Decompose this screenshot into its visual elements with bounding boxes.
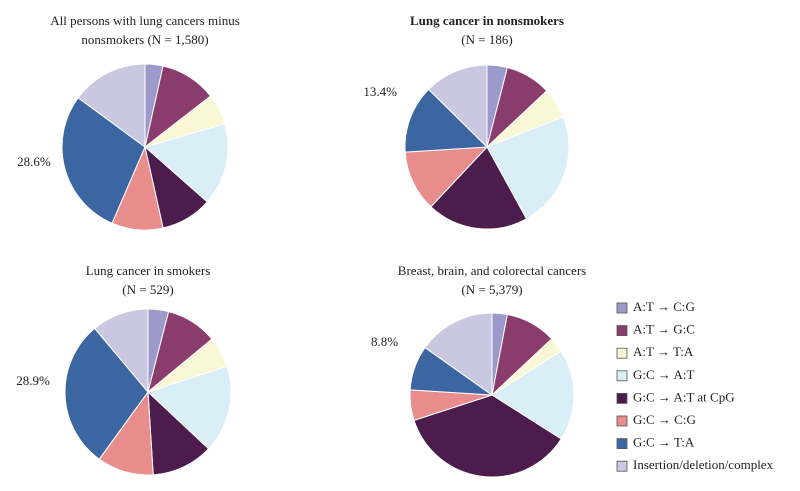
legend-label: A:T → G:C <box>633 322 695 337</box>
legend-label: G:C → T:A <box>633 435 695 450</box>
legend-label: A:T → C:G <box>633 299 695 314</box>
legend-swatch <box>616 460 628 472</box>
pie-slice <box>491 350 575 440</box>
pie-slice <box>64 327 149 460</box>
pie-subtitle: (N = 529) <box>122 282 173 297</box>
pie-slice <box>427 64 488 149</box>
pie-subtitle: (N = 186) <box>461 32 512 47</box>
slice-label: 8.8% <box>371 334 398 349</box>
pie-slice <box>486 116 570 220</box>
legend-label: G:C → C:G <box>633 412 696 427</box>
legend-swatch <box>616 415 628 427</box>
pie-slice <box>77 63 146 148</box>
slice-label: 28.6% <box>17 154 51 169</box>
pie-slice <box>61 97 146 224</box>
legend-label: Insertion/deletion/complex <box>633 457 774 472</box>
pie-subtitle: nonsmokers (N = 1,580) <box>81 32 208 47</box>
pie-title: Lung cancer in nonsmokers <box>410 13 564 28</box>
pie-slice <box>430 146 528 230</box>
pie-title: All persons with lung cancers minus <box>50 13 240 28</box>
legend-swatch <box>616 302 628 314</box>
legend-swatch <box>616 438 628 450</box>
slice-label: 28.9% <box>16 373 50 388</box>
legend-label: A:T → T:A <box>633 344 694 359</box>
pie-title: Breast, brain, and colorectal cancers <box>398 263 586 278</box>
legend-swatch <box>616 347 628 359</box>
legend-label: G:C → A:T at CpG <box>633 389 735 404</box>
pie-slice <box>404 146 489 208</box>
legend-label: G:C → A:T <box>633 367 694 382</box>
pie-slice <box>147 365 232 450</box>
pie-subtitle: (N = 5,379) <box>461 282 522 297</box>
slice-label: 13.4% <box>363 84 397 99</box>
legend-swatch <box>616 392 628 404</box>
pie-slice <box>413 394 562 478</box>
pie-slice <box>143 123 229 203</box>
pie-slice <box>404 88 489 153</box>
pie-slice <box>93 308 149 394</box>
pie-title: Lung cancer in smokers <box>86 263 211 278</box>
pie-slice <box>147 390 210 476</box>
legend-swatch <box>616 370 628 382</box>
pie-slice <box>424 312 493 396</box>
legend-swatch <box>616 325 628 337</box>
